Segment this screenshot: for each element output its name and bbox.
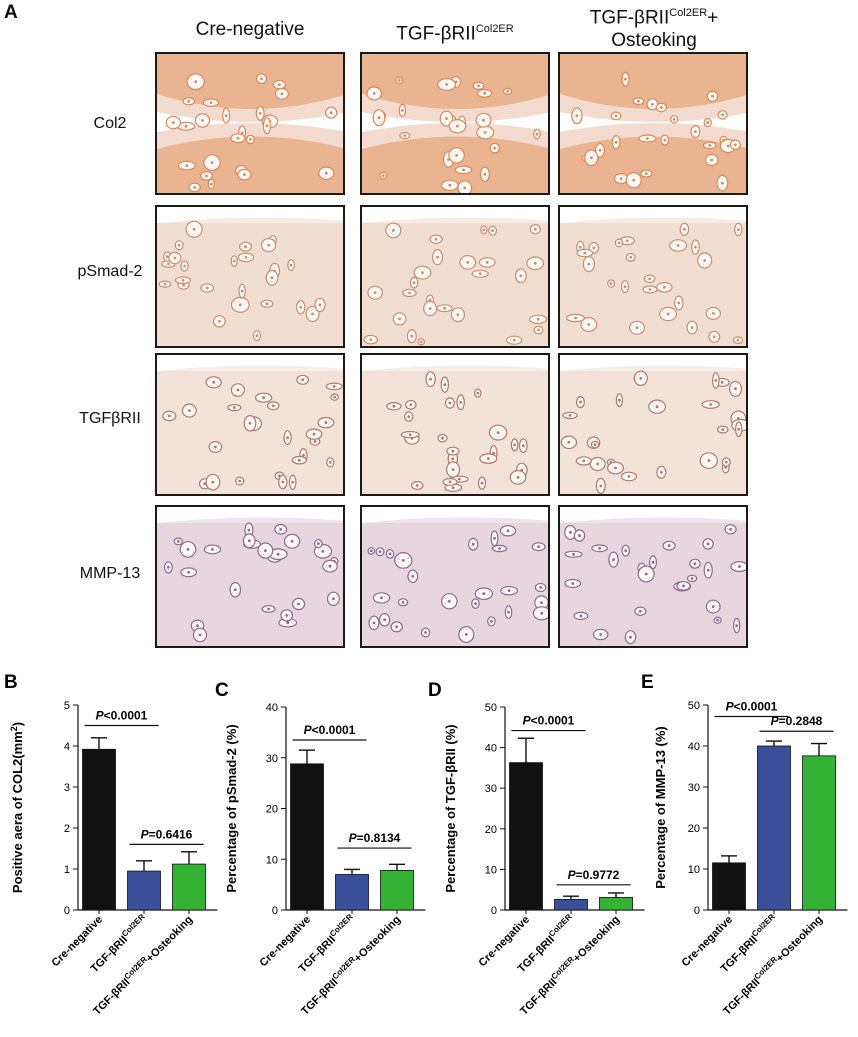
p-value-label: P=0.8134	[349, 831, 401, 845]
panel-letter: D	[428, 680, 442, 701]
bar	[290, 763, 324, 911]
y-tick-label: 2	[64, 823, 70, 835]
p-value-label: P<0.0001	[304, 723, 356, 737]
y-axis-label: Positive aera of COL2(mm2)	[9, 722, 25, 893]
y-tick-label: 10	[266, 854, 278, 866]
column-header-plus: +	[707, 7, 719, 29]
column-header-tgf-brii: TGF-βRIICol2ER	[360, 18, 550, 45]
bar	[380, 870, 414, 911]
p-value-label: P=0.6416	[141, 827, 193, 841]
p-value-label: P<0.0001	[726, 699, 778, 713]
y-tick-label: 30	[688, 782, 700, 794]
y-tick-label: 0	[272, 905, 278, 917]
bar	[802, 755, 836, 911]
row-label-tgfbrii: TGFβRII	[79, 410, 141, 427]
histology-image	[155, 52, 345, 195]
panel-letter: C	[215, 680, 229, 701]
panel-a-letter: A	[4, 2, 18, 23]
histology-image	[155, 205, 345, 348]
y-tick-label: 4	[64, 741, 70, 753]
histology-image	[360, 52, 550, 195]
y-tick-label: 10	[688, 864, 700, 876]
y-tick-label: 1	[64, 864, 70, 876]
panel-letter: B	[4, 672, 18, 693]
bar	[335, 874, 369, 911]
y-tick-label: 20	[485, 824, 497, 836]
panel-letter: E	[641, 672, 654, 693]
bar	[82, 748, 116, 911]
histology-image	[558, 52, 748, 195]
y-tick-label: 20	[688, 823, 700, 835]
column-header-tgf-brii-osteoking: TGF-βRIICol2ER+ Osteoking	[556, 2, 752, 52]
column-header-main: TGF-βRII	[396, 23, 476, 45]
bar	[127, 870, 161, 911]
y-tick-label: 50	[688, 700, 700, 712]
y-tick-label: 40	[266, 702, 278, 714]
y-tick-label: 30	[266, 753, 278, 765]
y-axis-label: Percentage of TGF-βRII (%)	[443, 724, 458, 892]
bar	[172, 863, 206, 911]
y-tick-label: 50	[485, 702, 497, 714]
p-value-label: P=0.2848	[771, 714, 823, 728]
row-label-psmad2: pSmad-2	[77, 263, 143, 280]
y-tick-label: 0	[491, 905, 497, 917]
y-tick-label: 5	[64, 700, 70, 712]
p-value-label: P=0.9772	[568, 868, 620, 882]
histology-image	[360, 205, 550, 348]
histology-image	[360, 353, 550, 496]
y-axis-label: Percentage of pSmad-2 (%)	[224, 724, 239, 892]
histology-image	[558, 205, 748, 348]
bar	[712, 862, 746, 911]
histology-image	[155, 505, 345, 648]
column-header-line2: Osteoking	[611, 30, 697, 52]
bar	[509, 762, 543, 911]
column-header-cre-negative: Cre-negative	[155, 18, 345, 41]
bar	[599, 897, 633, 911]
row-label-mmp13: MMP-13	[79, 565, 141, 582]
histology-image	[558, 353, 748, 496]
y-tick-label: 3	[64, 782, 70, 794]
y-tick-label: 0	[694, 905, 700, 917]
histology-image	[558, 505, 748, 648]
column-header-sup: Col2ER	[669, 7, 708, 19]
y-tick-label: 0	[64, 905, 70, 917]
y-axis-label: Percentage of MMP-13 (%)	[653, 726, 668, 889]
row-label-col2: Col2	[93, 115, 127, 132]
y-tick-label: 40	[688, 741, 700, 753]
histology-image	[360, 505, 550, 648]
y-tick-label: 20	[266, 804, 278, 816]
column-header-main: Cre-negative	[195, 19, 305, 40]
y-tick-label: 30	[485, 783, 497, 795]
column-header-sup: Col2ER	[475, 23, 514, 35]
y-tick-label: 40	[485, 743, 497, 755]
p-value-label: P<0.0001	[523, 714, 575, 728]
histology-image	[155, 353, 345, 496]
bar	[757, 745, 791, 911]
column-header-main: TGF-βRII	[589, 7, 670, 29]
bar	[554, 899, 588, 911]
y-tick-label: 10	[485, 864, 497, 876]
p-value-label: P<0.0001	[96, 709, 148, 723]
